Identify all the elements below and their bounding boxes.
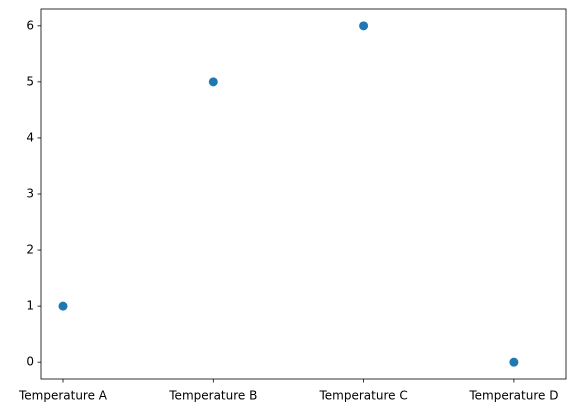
y-tick-label: 3 — [26, 187, 34, 201]
point — [208, 77, 218, 87]
x-tick-label: Temperature C — [318, 389, 407, 403]
point — [359, 21, 369, 31]
x-tick-label: Temperature A — [18, 389, 108, 403]
y-tick-label: 6 — [26, 18, 34, 32]
plot-frame — [40, 8, 567, 380]
x-tick-label: Temperature D — [468, 389, 558, 403]
point — [509, 357, 519, 367]
y-tick-label: 5 — [26, 74, 34, 88]
y-tick-label: 1 — [26, 299, 34, 313]
point — [58, 301, 68, 311]
y-tick-label: 4 — [26, 130, 34, 144]
y-tick-label: 0 — [26, 355, 34, 369]
y-tick-label: 2 — [26, 243, 34, 257]
x-tick-label: Temperature B — [168, 389, 257, 403]
